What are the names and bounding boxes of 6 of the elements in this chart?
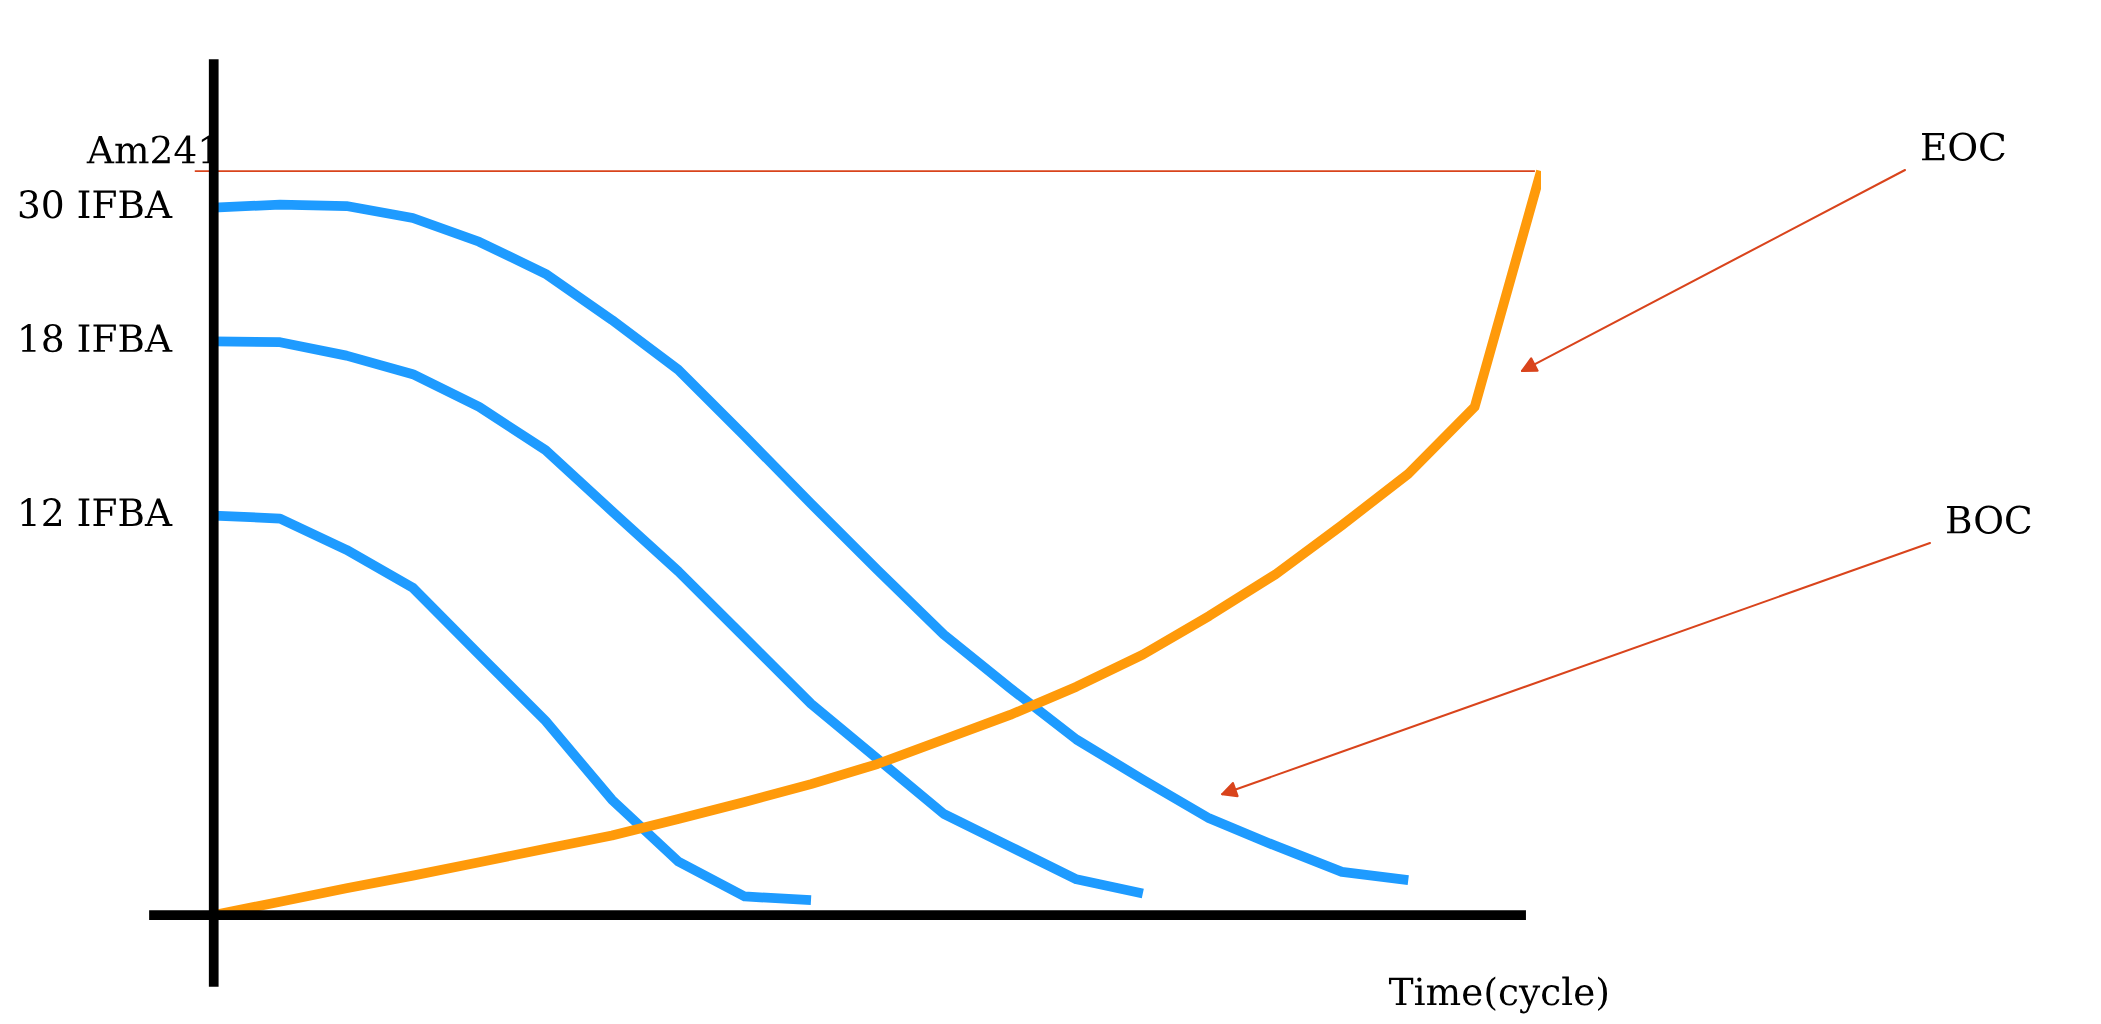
text: EOC (1922, 132, 2005, 161)
series-label: 18 IFBA (21, 324, 173, 353)
series-label: 12 IFBA (21, 498, 173, 526)
text: BOC (1947, 505, 2031, 534)
series-label: 30 IFBA (19, 190, 173, 219)
x-axis-title: Time(cycle) (1388, 976, 1608, 1014)
